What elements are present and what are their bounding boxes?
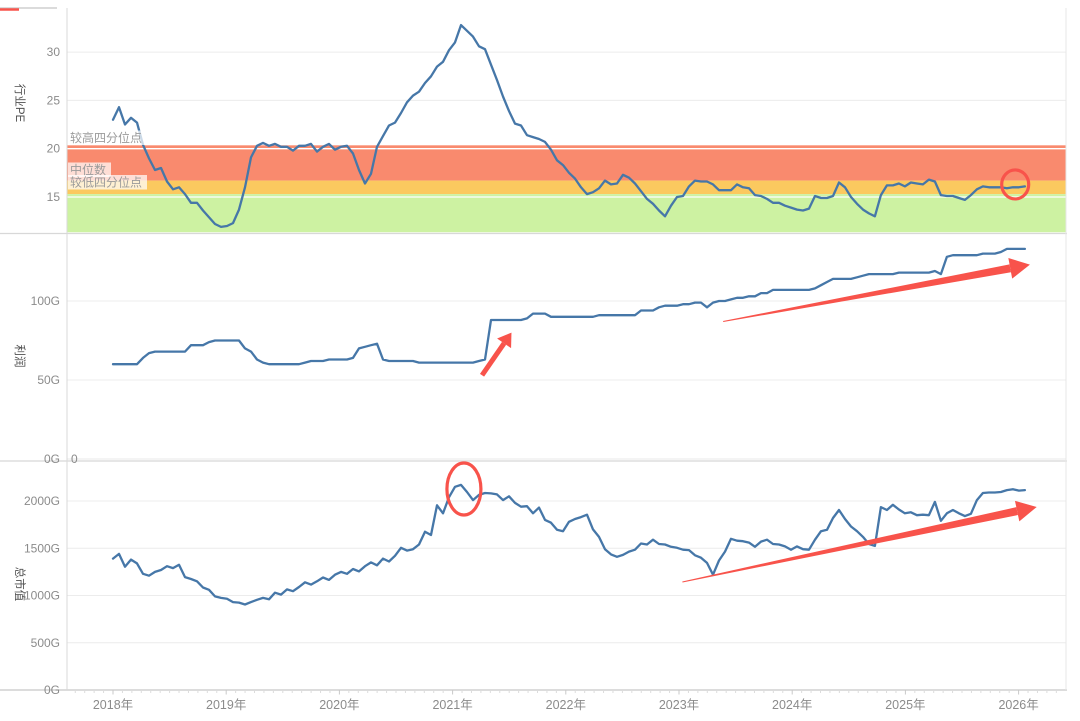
gridlines — [67, 51, 1066, 644]
cap-ytick-0: 0G — [44, 683, 60, 697]
profit-trend-arrow-shaft — [723, 264, 1011, 323]
cap-ytick-2000: 2000G — [24, 494, 60, 508]
x-tick-2019: 2019年 — [206, 698, 246, 712]
cap-highlight-circle — [445, 461, 483, 517]
tick-labels: 2018年 2019年 2020年 2021年 2022年 2023年 2024年 2025年… — [24, 45, 1039, 712]
axes — [0, 8, 1067, 695]
median-label: 中位数 — [70, 162, 106, 177]
red-annotations — [0, 7, 1037, 583]
profit-axis-title: 利润 — [13, 345, 27, 368]
cap-ytick-500: 500G — [31, 636, 60, 650]
pe-ytick-25: 25 — [47, 93, 61, 107]
cap-ytick-1000: 1000G — [24, 589, 60, 603]
pe-ytick-30: 30 — [47, 45, 61, 59]
pe-quartile-bands — [67, 145, 1066, 233]
marketcap-axis-title: 总市值 — [13, 567, 27, 602]
band-label-lower-quartile: 较低四分位点 — [68, 175, 147, 190]
band-above-median — [67, 145, 1066, 181]
band-median-zone — [67, 180, 1066, 195]
band-label-upper-quartile: 较高四分位点 — [68, 130, 147, 145]
x-tick-2022: 2022年 — [546, 698, 586, 712]
pe-ytick-15: 15 — [47, 190, 61, 204]
cap-ytick-1500: 1500G — [24, 541, 60, 555]
pe-axis-title: 行业PE — [13, 84, 26, 123]
x-tick-2023: 2023年 — [659, 698, 699, 712]
x-tick-2025: 2025年 — [885, 698, 925, 712]
profit-jump-arrow-head — [497, 332, 512, 349]
profit-origin-label: 0 — [71, 452, 78, 466]
pe-highlight-circle — [1000, 168, 1031, 201]
x-tick-2020: 2020年 — [319, 698, 359, 712]
cap-trend-arrow-shaft — [682, 507, 1018, 583]
profit-trend-arrow-head — [1008, 257, 1030, 279]
x-tick-2021: 2021年 — [432, 698, 472, 712]
band-below-lower — [67, 194, 1066, 233]
cap-line-series — [111, 483, 1027, 606]
profit-ytick-50: 50G — [37, 373, 60, 387]
profit-ytick-0: 0G — [44, 452, 60, 466]
lower-quartile-label: 较低四分位点 — [70, 175, 142, 190]
upper-quartile-label: 较高四分位点 — [70, 130, 142, 145]
profit-ytick-100: 100G — [31, 294, 60, 308]
band-label-median: 中位数 — [68, 162, 111, 177]
profit-line-series — [111, 247, 1027, 366]
series-lines — [111, 23, 1027, 606]
x-tick-2026: 2026年 — [998, 698, 1038, 712]
pe-ytick-20: 20 — [47, 142, 61, 156]
x-tick-2018: 2018年 — [93, 698, 133, 712]
pe-line-series — [111, 23, 1027, 229]
profit-jump-arrow-shaft — [479, 341, 507, 377]
cap-trend-arrow-head — [1014, 500, 1037, 522]
x-tick-2024: 2024年 — [772, 698, 812, 712]
